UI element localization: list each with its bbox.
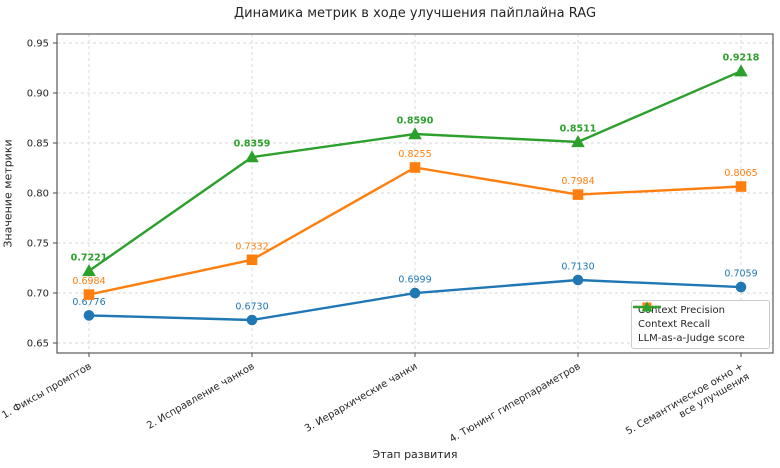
y-axis: 0.65 0.70 0.75 0.80 0.85 0.90 0.95 [27, 39, 57, 350]
x-tick-label: 5. Семантическое окно +все улучшения [624, 361, 751, 448]
y-tick-label: 0.70 [27, 289, 49, 300]
legend-label: Context Precision [638, 305, 725, 316]
data-point-context-precision-2 [409, 287, 421, 299]
series-llm-as-a-judge-score: 0.7221 0.8359 0.8590 0.8511 0.9218 [71, 53, 760, 277]
data-point-llm-as-a-judge-score-1 [245, 150, 259, 163]
value-label-context-recall-2: 0.8255 [398, 149, 431, 160]
data-point-context-precision-4 [735, 281, 747, 293]
legend-item-llm-as-a-judge-score: LLM-as-a-Judge score [633, 301, 763, 345]
y-tick-label: 0.85 [27, 139, 49, 150]
y-tick-label: 0.75 [27, 239, 49, 250]
legend-item-context-recall: Context Recall [633, 302, 763, 331]
legend-swatch-triangle-icon [633, 301, 661, 312]
data-point-llm-as-a-judge-score-4 [734, 64, 748, 77]
series-context-precision: 0.6776 0.6730 0.6999 0.7130 0.7059 [72, 262, 758, 326]
data-point-context-precision-3 [572, 274, 584, 286]
value-label-context-recall-4: 0.8065 [724, 168, 757, 179]
value-label-llm-as-a-judge-score-1: 0.8359 [234, 139, 271, 150]
value-label-llm-as-a-judge-score-0: 0.7221 [71, 252, 108, 263]
value-label-context-precision-2: 0.6999 [398, 275, 431, 286]
data-point-llm-as-a-judge-score-3 [571, 135, 585, 148]
x-tick-label: 3. Иерархические чанки [303, 361, 419, 435]
data-point-context-precision-0 [83, 310, 95, 321]
value-label-llm-as-a-judge-score-2: 0.8590 [397, 116, 434, 127]
value-label-context-precision-1: 0.6730 [235, 302, 268, 313]
value-label-context-recall-3: 0.7984 [561, 176, 594, 187]
data-point-context-recall-1 [246, 254, 258, 266]
data-point-context-recall-0 [83, 289, 95, 300]
data-point-context-precision-1 [246, 314, 258, 326]
value-label-context-precision-4: 0.7059 [724, 269, 757, 280]
data-point-llm-as-a-judge-score-2 [408, 127, 422, 140]
value-label-context-precision-0: 0.6776 [72, 297, 105, 308]
y-tick-label: 0.95 [27, 39, 49, 50]
legend-label: LLM-as-a-Judge score [638, 333, 745, 344]
y-axis-label: Значение метрики [1, 139, 15, 248]
chart-title: Динамика метрик в ходе улучшения пайплай… [233, 6, 597, 21]
value-label-context-recall-1: 0.7332 [235, 241, 268, 252]
data-point-context-recall-3 [572, 189, 584, 200]
x-tick-label: 2. Исправление чанков [145, 361, 256, 432]
data-point-context-recall-4 [735, 181, 747, 192]
legend-label: Context Recall [638, 319, 711, 330]
x-tick-label: 4. Тюнинг гиперпараметров [448, 361, 583, 445]
series-context-recall: 0.6984 0.7332 0.8255 0.7984 0.8065 [72, 149, 758, 300]
value-label-llm-as-a-judge-score-3: 0.8511 [560, 123, 597, 134]
value-label-llm-as-a-judge-score-4: 0.9218 [723, 53, 760, 64]
x-axis-label: Этап развития [372, 448, 458, 461]
y-tick-label: 0.80 [27, 189, 49, 200]
x-tick-label: 1. Фиксы промптов [0, 361, 93, 421]
value-label-context-precision-3: 0.7130 [561, 262, 594, 273]
x-axis: 1. Фиксы промптов 2. Исправление чанков 3.… [0, 353, 752, 448]
value-label-context-recall-0: 0.6984 [72, 276, 105, 287]
data-point-context-recall-2 [409, 162, 421, 173]
data-point-llm-as-a-judge-score-0 [82, 264, 96, 277]
y-tick-label: 0.65 [27, 339, 49, 350]
chart-legend: Context Precision Context Recall LLM-as-a-… [631, 300, 770, 349]
y-tick-label: 0.90 [27, 89, 49, 100]
